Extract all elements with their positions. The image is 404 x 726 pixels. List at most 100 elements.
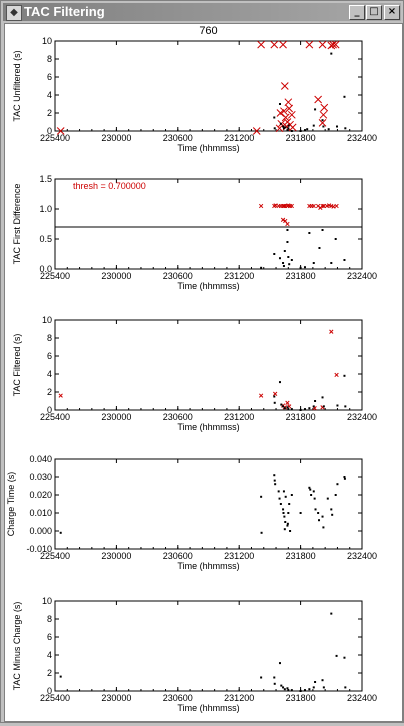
title-bar[interactable]: ◆ TAC Filtering _ □ × xyxy=(3,3,401,21)
data-point xyxy=(299,266,302,269)
x-tick-label: 231800 xyxy=(286,133,316,143)
x-tick-label: 225400 xyxy=(40,693,70,703)
data-point xyxy=(343,477,346,480)
chart-1: 225400 230000 230600 231200 231800 232400 0 2 4 6… xyxy=(12,36,377,153)
x-tick-label: 232400 xyxy=(347,693,377,703)
data-point xyxy=(260,495,263,498)
chart-4: 225400 230000 230600 231200 231800 232400 -0.0… xyxy=(6,454,377,571)
data-point xyxy=(287,408,290,411)
data-point xyxy=(260,531,263,534)
data-point xyxy=(314,95,322,104)
data-point xyxy=(334,203,339,209)
data-point xyxy=(289,203,294,209)
data-point xyxy=(277,490,280,493)
data-point xyxy=(303,129,306,132)
threshold-annotation: thresh = 0.700000 xyxy=(73,181,146,191)
x-tick-label: 231800 xyxy=(286,271,316,281)
data-point xyxy=(308,688,311,691)
data-point xyxy=(318,40,327,49)
data-point xyxy=(59,531,62,534)
data-point xyxy=(283,528,286,531)
data-point xyxy=(311,203,316,209)
y-tick-label: 0.010 xyxy=(29,508,52,518)
data-point xyxy=(280,684,283,687)
data-point xyxy=(290,689,293,692)
data-point xyxy=(278,662,281,665)
data-point xyxy=(273,203,278,208)
data-point xyxy=(320,103,329,112)
y-tick-label: 10 xyxy=(42,36,52,46)
y-tick-label: 10 xyxy=(42,596,52,606)
y-tick-label: 8 xyxy=(47,333,52,343)
data-point xyxy=(322,405,325,408)
data-point xyxy=(313,497,316,500)
series-2 xyxy=(260,229,346,269)
minimize-button[interactable]: _ xyxy=(349,5,365,20)
data-point xyxy=(286,522,289,525)
data-point xyxy=(284,98,293,107)
data-point xyxy=(287,256,290,258)
x-tick-label: 231800 xyxy=(286,551,316,561)
data-point xyxy=(308,486,311,489)
data-point xyxy=(279,40,287,49)
x-tick-label: 231200 xyxy=(224,551,254,561)
data-point xyxy=(287,512,290,514)
y-axis-label: Charge Time (s) xyxy=(6,472,16,537)
data-point xyxy=(278,257,281,260)
y-tick-label: -0.010 xyxy=(26,544,52,554)
data-point xyxy=(284,126,287,129)
figure-title: 760 xyxy=(199,25,217,37)
plot-canvas: 760 225400 230000 230600 231200 231800 232400 0… xyxy=(4,23,403,722)
x-tick-label: 230000 xyxy=(101,133,131,143)
y-tick-label: 2 xyxy=(47,387,52,397)
data-point xyxy=(286,241,289,243)
y-tick-label: 8 xyxy=(47,614,52,624)
x-tick-label: 225400 xyxy=(40,412,70,422)
data-point xyxy=(273,479,276,482)
data-point xyxy=(276,109,285,117)
data-point xyxy=(287,124,290,127)
data-point xyxy=(344,127,347,130)
x-tick-label: 230600 xyxy=(163,693,193,703)
maximize-button[interactable]: □ xyxy=(366,5,382,20)
data-point xyxy=(299,130,302,132)
data-point xyxy=(285,400,290,405)
y-tick-label: 6 xyxy=(47,351,52,361)
data-point xyxy=(285,104,294,113)
data-point xyxy=(343,95,346,98)
data-point xyxy=(280,82,289,90)
data-point xyxy=(275,124,284,133)
data-point xyxy=(343,656,346,659)
data-point xyxy=(279,503,282,505)
data-point xyxy=(282,490,285,493)
data-point xyxy=(273,116,276,119)
close-button[interactable]: × xyxy=(384,5,400,20)
y-tick-label: 0.000 xyxy=(29,526,52,536)
data-point xyxy=(252,127,261,135)
data-point xyxy=(257,40,265,49)
data-point xyxy=(331,204,336,209)
data-point xyxy=(303,266,306,269)
x-tick-label: 230600 xyxy=(163,412,193,422)
data-point xyxy=(289,530,292,532)
app-icon[interactable]: ◆ xyxy=(6,5,22,21)
data-point xyxy=(270,40,279,49)
data-point xyxy=(282,512,285,514)
data-point xyxy=(287,110,296,119)
y-tick-label: 4 xyxy=(47,369,52,379)
y-axis-label: TAC First Difference xyxy=(12,184,22,265)
data-point xyxy=(273,395,276,398)
data-point xyxy=(334,372,339,378)
x-tick-label: 230600 xyxy=(163,271,193,281)
x-axis-label: Time (hhmmss) xyxy=(177,281,239,291)
data-point xyxy=(286,524,289,527)
data-point xyxy=(287,127,290,130)
data-point xyxy=(273,391,278,396)
data-point xyxy=(327,128,330,131)
data-point xyxy=(286,406,289,409)
data-point xyxy=(299,690,302,692)
data-point xyxy=(314,508,317,511)
data-point xyxy=(282,508,285,511)
data-point xyxy=(330,612,333,615)
y-tick-label: 0.020 xyxy=(29,490,52,500)
